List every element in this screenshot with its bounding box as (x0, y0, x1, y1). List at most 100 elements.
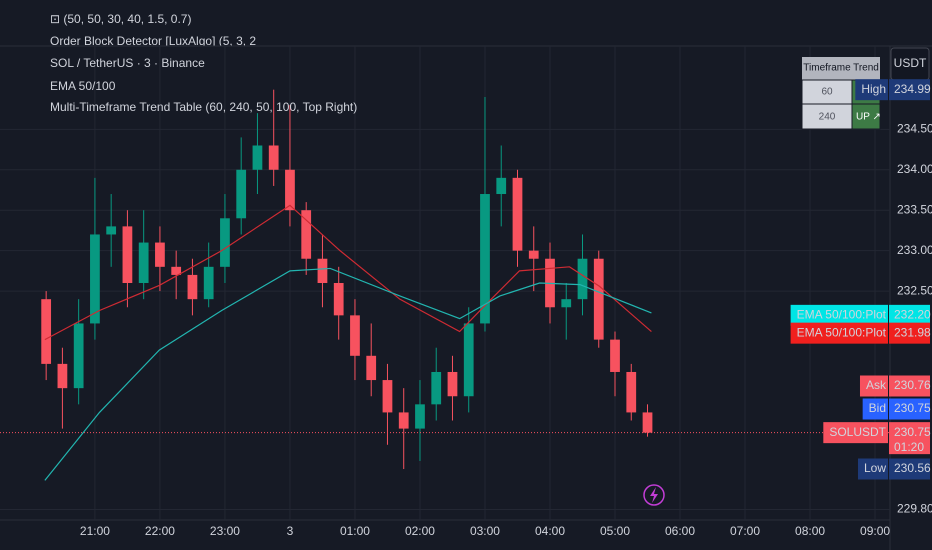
price-label-box (889, 79, 930, 101)
price-label-box (889, 322, 930, 344)
legend-item[interactable]: EMA 50/100 (50, 79, 116, 93)
table-cell (851, 103, 881, 130)
price-label-value: 232.20 (894, 308, 931, 322)
price-label-box (889, 375, 930, 397)
candle-body (333, 283, 344, 316)
trend-table: Timeframe Trend 60 U 240 UP ↗ (801, 57, 881, 130)
table-header-cell (852, 57, 880, 80)
candle-body (155, 242, 165, 267)
candle-body (561, 299, 572, 308)
x-tick-label: 07:00 (730, 524, 760, 538)
price-label-name: EMA 50/100:Plot (797, 325, 887, 339)
x-tick-label: 09:00 (860, 524, 890, 538)
candle-body (122, 226, 133, 283)
candle-body (90, 234, 100, 324)
price-label-tag (823, 422, 888, 444)
x-tick-label: 08:00 (795, 524, 825, 538)
ema-line (44, 204, 652, 341)
price-label-name: SOLUSDT (829, 425, 886, 439)
candle-body (106, 226, 117, 235)
table-header: Timeframe (803, 63, 851, 74)
y-tick-label: 233.50 (897, 202, 932, 216)
y-tick-label: 229.80 (897, 502, 932, 516)
candle-body (496, 177, 507, 195)
price-label-tag (862, 398, 888, 420)
y-tick-label: 234.00 (897, 162, 932, 176)
price-label-tag (859, 375, 888, 397)
candle-body (447, 371, 458, 397)
candle-body (220, 218, 230, 267)
alert-icon[interactable] (643, 484, 665, 506)
candle-body (593, 258, 604, 340)
x-tick-label: 06:00 (665, 524, 695, 538)
candle-body (463, 323, 474, 397)
candle-body (642, 412, 653, 433)
table-header: Trend (853, 63, 879, 74)
candle-body (57, 363, 68, 389)
price-label-tag (857, 458, 888, 480)
indicator-line: Order Block Detector [LuxAlgo] (5, 3, 2 (50, 34, 256, 48)
price-label-tag (855, 79, 888, 101)
price-label-name: Ask (866, 378, 887, 392)
candle-body (610, 339, 620, 372)
candle-body (268, 145, 279, 170)
candle-body (317, 258, 328, 283)
legend-item[interactable]: Multi-Timeframe Trend Table (60, 240, 50… (50, 100, 357, 114)
indicator-line: ⊡ (50, 50, 30, 40, 1.5, 0.7) (50, 12, 191, 26)
x-tick-label: 22:00 (145, 524, 175, 538)
candle-body (366, 355, 377, 381)
table-cell-text: UP ↗ (856, 112, 881, 123)
candle-body (382, 380, 393, 413)
countdown: 01:20 (894, 440, 924, 454)
currency[interactable]: USDT (894, 56, 927, 70)
candle-body (171, 266, 182, 275)
candle-body (73, 323, 84, 389)
price-label-name: Bid (869, 401, 886, 415)
price-label-box (889, 422, 930, 455)
price-label-box (889, 398, 930, 420)
y-tick-label: 232.50 (897, 283, 932, 297)
price-label-value: 230.75 (894, 401, 931, 415)
x-tick-label: 01:00 (340, 524, 370, 538)
x-tick-label: 21:00 (80, 524, 110, 538)
candle-body (512, 177, 523, 251)
table-cell-text: 240 (819, 112, 836, 123)
candle-body (301, 210, 312, 259)
price-label-value: 230.56 (894, 461, 931, 475)
table-header-cell (802, 57, 852, 80)
chart-title[interactable]: SOL / TetherUS · 3 · Binance (50, 56, 205, 70)
price-label-tag (790, 322, 888, 344)
price-label-tag (790, 304, 888, 326)
candle-body (187, 274, 198, 300)
candle-body (431, 371, 442, 405)
candle-body (252, 145, 263, 170)
candle-body (350, 315, 360, 356)
y-tick-label: 234.50 (897, 121, 932, 135)
candle-body (577, 258, 588, 300)
price-label-value: 231.98 (894, 325, 931, 339)
price-label-value: 234.99 (894, 82, 931, 96)
price-label-box (889, 458, 930, 480)
price-label-name: Low (864, 461, 886, 475)
table-cell-text: 60 (821, 87, 833, 98)
y-tick-label: 233.00 (897, 243, 932, 257)
candle-body (415, 404, 425, 429)
x-tick-label: 23:00 (210, 524, 240, 538)
price-label-name: EMA 50/100:Plot (797, 308, 887, 322)
candle-body (285, 169, 295, 211)
candle-body (236, 169, 247, 219)
candle-body (398, 412, 409, 429)
x-tick-label: 02:00 (405, 524, 435, 538)
x-tick-label: 04:00 (535, 524, 565, 538)
candle-body (528, 250, 539, 259)
x-tick-label: 05:00 (600, 524, 630, 538)
candle-body (203, 266, 214, 300)
candle-body (138, 242, 149, 283)
table-cell (801, 103, 853, 130)
candle-body (626, 371, 637, 413)
price-label-value: 230.75 (894, 425, 931, 439)
candle-body (480, 194, 490, 324)
x-tick-label: 3 (287, 524, 294, 538)
